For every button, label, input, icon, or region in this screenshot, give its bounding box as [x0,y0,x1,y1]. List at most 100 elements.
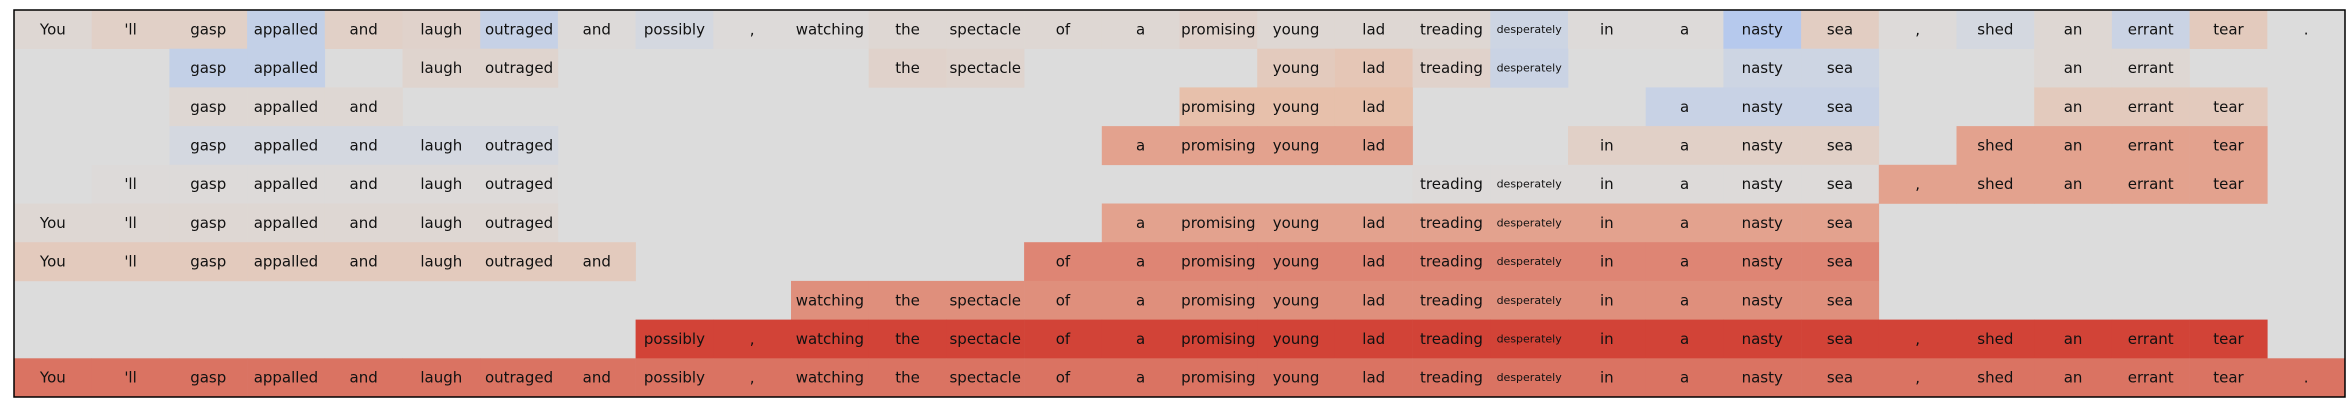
heatmap-cell [169,242,248,282]
heatmap-cell [946,358,1025,398]
heatmap-cell [946,319,1025,359]
cell-token-label: , [1915,20,1920,38]
cell-token-label: appalled [254,369,319,387]
cell-token-label: sea [1827,214,1853,232]
cell-token-label: desperately [1497,216,1563,229]
heatmap-cell [402,10,481,49]
heatmap-cell [1101,203,1180,243]
heatmap-cell [1490,242,1569,282]
cell-token-label: promising [1181,330,1255,348]
heatmap-cell [1568,319,1646,359]
heatmap-cell [635,319,714,359]
heatmap-cell [2267,10,2346,49]
heatmap-cell [1412,319,1491,359]
cell-token-label: gasp [190,98,226,116]
cell-token-label: young [1273,369,1320,387]
heatmap-cell [169,126,248,166]
cell-token-label: desperately [1497,23,1563,36]
cell-token-label: a [1680,214,1689,232]
heatmap-cell [1723,164,1802,204]
heatmap-cell [1412,10,1491,49]
cell-token-label: nasty [1742,330,1783,348]
heatmap-cell [247,242,326,282]
heatmap-cell [1490,48,1569,88]
cell-token-label: treading [1420,253,1483,271]
heatmap-cell [1568,203,1646,243]
heatmap-cell [169,164,248,204]
cell-token-label: possibly [644,20,705,38]
heatmap-cell [1257,242,1336,282]
heatmap-cell [1723,242,1802,282]
heatmap-cell [1179,203,1258,243]
heatmap-cell [2111,319,2190,359]
cell-token-label: nasty [1742,175,1783,193]
cell-token-label: tear [2213,136,2244,154]
heatmap-cells [14,10,2346,398]
heatmap-cell [1568,164,1646,204]
cell-token-label: a [1136,369,1145,387]
heatmap-cell [1334,358,1413,398]
cell-token-label: , [1915,330,1920,348]
heatmap-cell [1490,164,1569,204]
cell-token-label: gasp [190,175,226,193]
cell-token-label: sea [1827,20,1853,38]
cell-token-label: spectacle [949,291,1021,309]
cell-token-label: 'll [124,214,136,232]
cell-token-label: a [1136,214,1145,232]
cell-token-label: shed [1977,136,2013,154]
cell-token-label: desperately [1497,332,1563,345]
heatmap-cell [1490,319,1569,359]
heatmap-cell [1645,242,1724,282]
cell-token-label: sea [1827,291,1853,309]
cell-token-label: appalled [254,175,319,193]
heatmap-cell [1956,319,2035,359]
heatmap-cell [791,280,869,320]
heatmap-cell [1723,126,1802,166]
cell-token-label: lad [1362,20,1385,38]
cell-token-label: an [2064,98,2083,116]
cell-token-label: young [1273,98,1320,116]
cell-token-label: laugh [420,214,462,232]
heatmap-cell [713,319,792,359]
heatmap-cell [1179,242,1258,282]
heatmap-cell [1645,203,1724,243]
cell-token-label: , [750,369,755,387]
heatmap-cell [480,10,559,49]
plot-frame [13,9,2346,398]
cell-token-label: lad [1362,253,1385,271]
heatmap-cell [480,242,559,282]
heatmap-cell [1334,48,1413,88]
heatmap-cell [1490,358,1569,398]
cell-token-label: an [2064,175,2083,193]
heatmap-cell [169,48,248,88]
cell-token-label: appalled [254,20,319,38]
heatmap-cell [1334,280,1413,320]
cell-token-label: watching [796,291,864,309]
cell-token-label: nasty [1742,20,1783,38]
heatmap-cell [480,203,559,243]
cell-token-label: and [350,20,378,38]
heatmap-cell [169,203,248,243]
cell-token-label: nasty [1742,59,1783,77]
cell-token-label: of [1056,253,1071,271]
cell-token-label: an [2064,136,2083,154]
heatmap-cell [169,10,248,49]
cell-token-label: . [2304,20,2309,38]
heatmap-cell [1801,242,1880,282]
heatmap-cell [2034,48,2113,88]
cell-token-label: lad [1362,214,1385,232]
cell-token-label: desperately [1497,294,1563,307]
heatmap-cell [557,242,636,282]
cell-token-label: the [895,369,920,387]
heatmap-cell [1645,87,1724,127]
heatmap-cell [247,48,326,88]
cell-token-label: sea [1827,369,1853,387]
heatmap-cell [2267,358,2346,398]
cell-token-label: , [1915,175,1920,193]
cell-token-label: sea [1827,175,1853,193]
heatmap-cell [91,358,170,398]
cell-token-label: treading [1420,369,1483,387]
heatmap-cell [557,358,636,398]
heatmap-cell [635,10,714,49]
heatmap-cell [1179,10,1258,49]
